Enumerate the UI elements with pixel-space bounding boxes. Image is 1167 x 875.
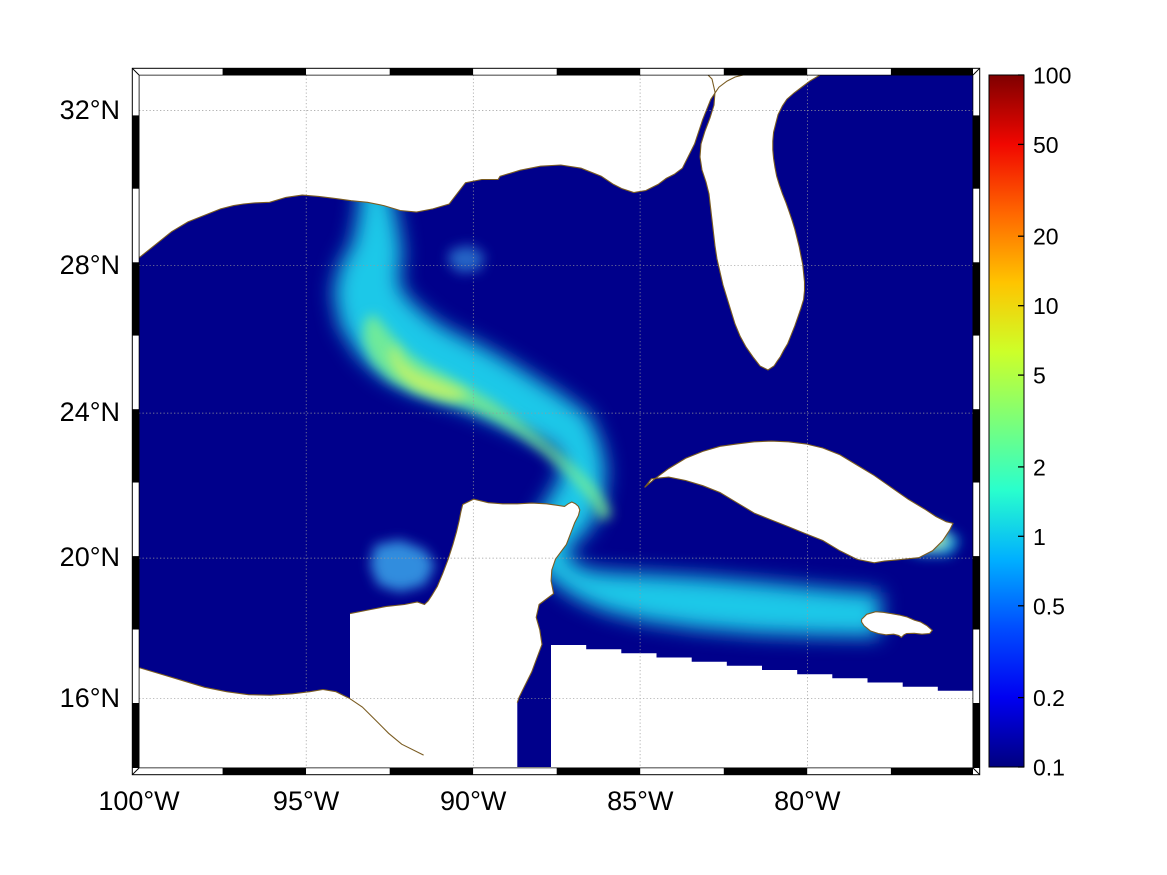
svg-text:85°W: 85°W: [607, 786, 674, 816]
svg-text:1: 1: [1033, 524, 1046, 550]
svg-text:20°N: 20°N: [60, 542, 120, 572]
svg-text:0.5: 0.5: [1033, 593, 1065, 619]
svg-text:24°N: 24°N: [60, 397, 120, 427]
svg-text:5: 5: [1033, 363, 1046, 389]
svg-text:16°N: 16°N: [60, 683, 120, 713]
svg-text:0.1: 0.1: [1033, 755, 1065, 781]
svg-text:20: 20: [1033, 224, 1059, 250]
svg-text:2: 2: [1033, 454, 1046, 480]
svg-text:0.2: 0.2: [1033, 685, 1065, 711]
svg-text:28°N: 28°N: [60, 250, 120, 280]
svg-text:100: 100: [1033, 63, 1071, 89]
svg-text:50: 50: [1033, 132, 1059, 158]
svg-text:100°W: 100°W: [98, 786, 180, 816]
svg-text:90°W: 90°W: [440, 786, 507, 816]
svg-text:10: 10: [1033, 293, 1059, 319]
svg-text:32°N: 32°N: [60, 95, 120, 125]
svg-text:80°W: 80°W: [774, 786, 841, 816]
svg-text:95°W: 95°W: [273, 786, 340, 816]
